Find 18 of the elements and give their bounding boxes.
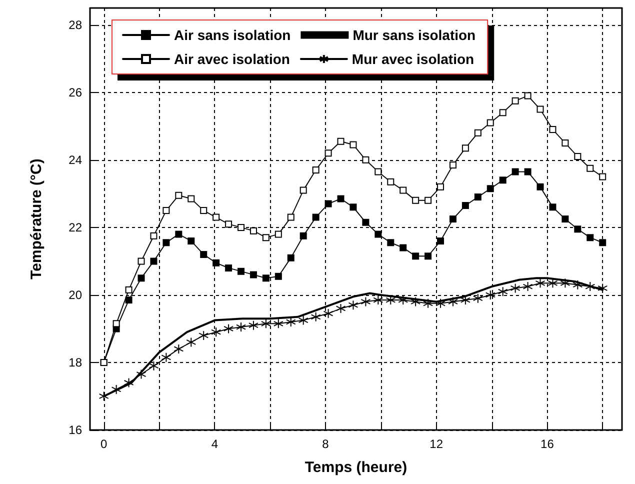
y-tick-label: 22 — [68, 220, 82, 234]
x-tick-label: 4 — [211, 437, 218, 451]
x-tick-label: 12 — [430, 437, 444, 451]
legend-label: Mur avec isolation — [352, 51, 474, 67]
y-tick-label: 16 — [68, 423, 82, 437]
y-tick-label: 26 — [68, 85, 82, 100]
y-axis-title: Température (°C) — [28, 158, 45, 280]
x-axis-title: Temps (heure) — [304, 459, 408, 476]
y-tick-label: 20 — [68, 288, 82, 302]
x-tick-label: 0 — [100, 437, 108, 451]
legend-label: Air avec isolation — [174, 51, 290, 67]
legend-label: Air sans isolation — [174, 27, 291, 43]
y-tick-label: 24 — [68, 152, 82, 167]
legend-label: Mur sans isolation — [352, 27, 476, 43]
y-tick-label: 28 — [68, 18, 82, 32]
x-tick-label: 8 — [322, 437, 330, 451]
y-tick-label: 18 — [68, 355, 82, 370]
x-tick-label: 16 — [540, 437, 554, 451]
